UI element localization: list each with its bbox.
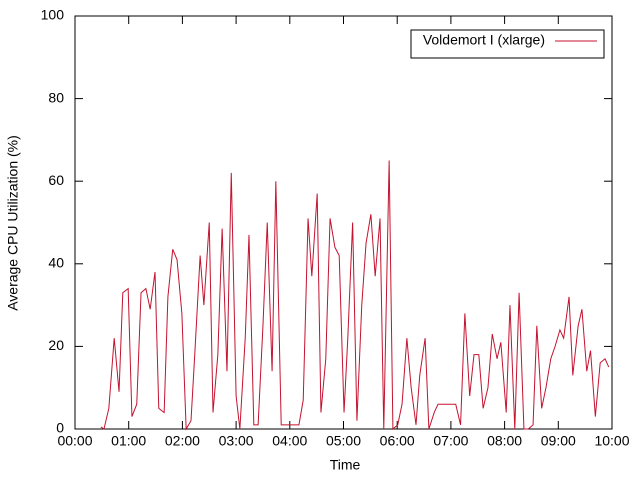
x-tick-label: 09:00	[541, 433, 576, 449]
x-tick-label: 07:00	[433, 433, 468, 449]
x-axis-label: Time	[330, 457, 361, 473]
legend-label: Voldemort I (xlarge)	[423, 32, 545, 48]
x-tick-label: 02:00	[165, 433, 200, 449]
plot-frame	[74, 15, 613, 430]
y-tick-label: 40	[48, 255, 64, 271]
x-tick-label: 08:00	[487, 433, 522, 449]
x-tick-label: 04:00	[272, 433, 307, 449]
x-tick-label: 05:00	[326, 433, 361, 449]
y-tick-label: 100	[41, 7, 65, 23]
x-tick-label: 00:00	[57, 433, 92, 449]
legend-box	[410, 29, 605, 59]
y-tick-label: 20	[48, 337, 64, 353]
y-tick-label: 80	[48, 89, 64, 105]
y-axis-label: Average CPU Utilization (%)	[5, 135, 21, 311]
data-line	[100, 160, 610, 431]
y-tick-label: 0	[56, 420, 64, 436]
x-tick-label: 06:00	[380, 433, 415, 449]
y-tick-label: 60	[48, 172, 64, 188]
x-tick-label: 01:00	[111, 433, 146, 449]
x-tick-label: 10:00	[594, 433, 629, 449]
x-tick-label: 03:00	[219, 433, 254, 449]
